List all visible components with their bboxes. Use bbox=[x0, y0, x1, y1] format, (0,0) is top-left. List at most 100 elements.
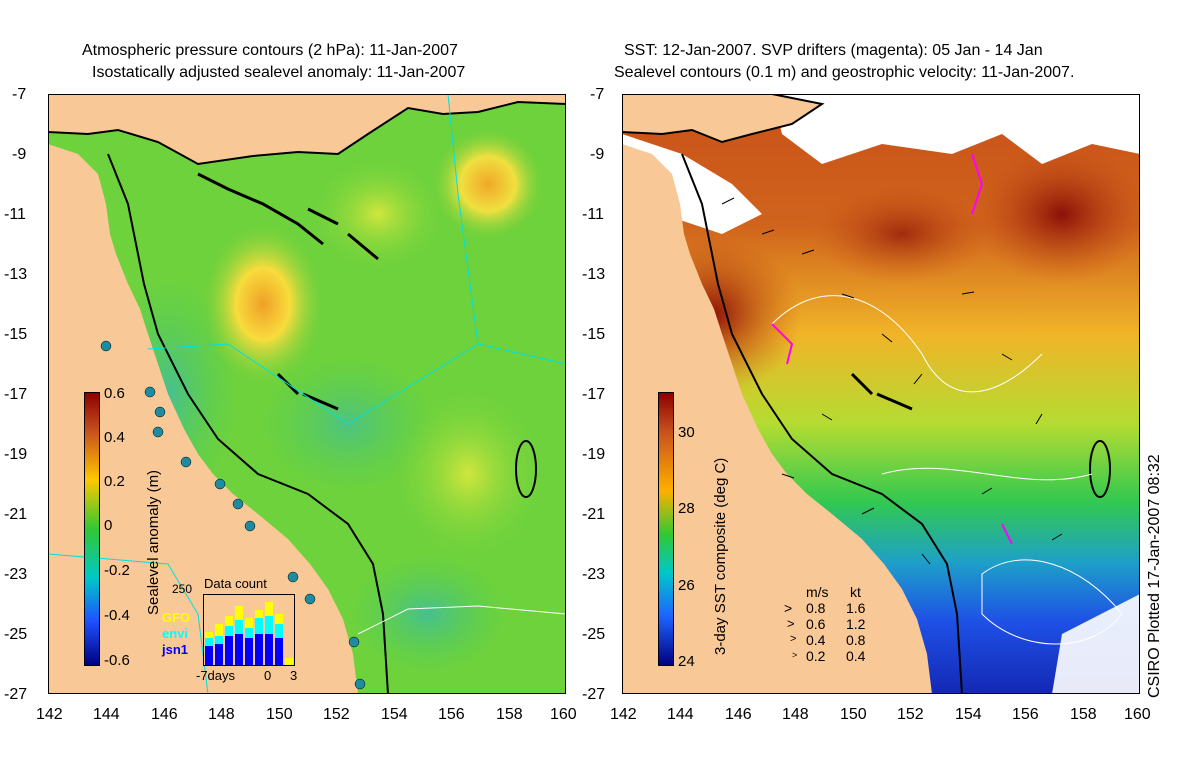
left-lon-tick-2: 146 bbox=[151, 706, 178, 723]
left-lon-tick-4: 150 bbox=[266, 706, 293, 723]
left-tide-gauge-8 bbox=[244, 520, 256, 532]
left-cbar-tick-3: 0 bbox=[104, 517, 113, 534]
bar-gfo-5 bbox=[245, 618, 253, 628]
velocity-arrow bbox=[961, 291, 975, 295]
right-cbar-tick-2: 26 bbox=[678, 577, 695, 594]
bar-gfo-7 bbox=[265, 602, 273, 616]
right-lat-tick-3: -13 bbox=[582, 266, 606, 283]
left-lat-tick-3: -13 bbox=[4, 266, 28, 283]
right-title-line2: Sealevel contours (0.1 m) and geostrophi… bbox=[614, 64, 1075, 81]
inset-title: Data count bbox=[204, 576, 267, 591]
left-lon-tick-5: 152 bbox=[323, 706, 350, 723]
right-no-data-north bbox=[772, 94, 1140, 164]
bar-jsn1-3 bbox=[225, 636, 233, 666]
left-anomaly-hot-2 bbox=[433, 129, 543, 239]
bar-jsn1-4 bbox=[235, 634, 243, 666]
velocity-legend-ms-2: 0.6 bbox=[806, 616, 826, 632]
right-sealevel-contour-3 bbox=[981, 559, 1123, 645]
right-lat-tick-7: -21 bbox=[582, 506, 606, 523]
left-cbar-tick-1: 0.4 bbox=[104, 429, 125, 446]
left-lon-tick-3: 148 bbox=[208, 706, 235, 723]
left-anomaly-hot-1 bbox=[203, 224, 323, 384]
left-colorbar-label: Sealevel anomaly (m) bbox=[145, 469, 162, 615]
left-anomaly-cool-3 bbox=[348, 554, 508, 674]
right-drifter-track-1 bbox=[771, 323, 794, 365]
left-title-line1: Atmospheric pressure contours (2 hPa): 1… bbox=[82, 42, 458, 59]
left-lat-tick-8: -23 bbox=[4, 566, 28, 583]
left-reef-contour bbox=[107, 153, 389, 694]
right-lon-tick-8: 158 bbox=[1070, 706, 1097, 723]
right-lon-tick-9: 160 bbox=[1124, 706, 1151, 723]
right-drifter-track-2 bbox=[971, 153, 984, 215]
right-lat-tick-5: -17 bbox=[582, 386, 606, 403]
left-tide-gauge-7 bbox=[232, 498, 244, 510]
velocity-arrow bbox=[1051, 533, 1063, 541]
velocity-arrow bbox=[761, 229, 775, 235]
velocity-legend-ms-3: 0.4 bbox=[806, 632, 826, 648]
velocity-legend-kt-4: 0.4 bbox=[846, 648, 866, 664]
bar-jsn1-6 bbox=[255, 634, 263, 666]
left-cbar-tick-0: 0.6 bbox=[104, 385, 125, 402]
velocity-legend-arrow-2: > bbox=[787, 616, 795, 631]
left-cbar-tick-2: 0.2 bbox=[104, 473, 125, 490]
right-lon-tick-2: 146 bbox=[725, 706, 752, 723]
inset-bars bbox=[205, 602, 293, 666]
right-lat-tick-2: -11 bbox=[582, 206, 604, 223]
left-title-line2: Isostatically adjusted sealevel anomaly:… bbox=[92, 64, 466, 81]
right-lat-tick-9: -25 bbox=[582, 626, 606, 643]
right-land-new-guinea bbox=[622, 94, 825, 144]
bar-envi-3 bbox=[225, 626, 233, 636]
left-cbar-tick-4: -0.2 bbox=[104, 562, 130, 579]
right-sealevel-contour-1 bbox=[771, 295, 1043, 393]
right-lat-tick-4: -15 bbox=[582, 326, 606, 343]
velocity-arrow bbox=[861, 507, 875, 515]
velocity-legend-header-kt: kt bbox=[850, 584, 861, 600]
velocity-legend-ms-4: 0.2 bbox=[806, 648, 826, 664]
bar-jsn1-7 bbox=[265, 634, 273, 666]
bar-gfo-6 bbox=[255, 610, 263, 618]
left-tide-gauge-12 bbox=[354, 678, 366, 690]
right-sealevel-contour-2 bbox=[881, 467, 1093, 481]
right-lon-tick-5: 152 bbox=[897, 706, 924, 723]
right-lat-tick-6: -19 bbox=[582, 446, 606, 463]
inset-legend-jsn1: jsn1 bbox=[162, 642, 189, 657]
left-cbar-tick-6: -0.6 bbox=[104, 652, 130, 669]
velocity-arrow bbox=[913, 373, 923, 385]
right-lon-tick-0: 142 bbox=[610, 706, 637, 723]
velocity-legend-header-ms: m/s bbox=[806, 584, 829, 600]
bar-envi-1 bbox=[205, 638, 213, 646]
left-land-australia bbox=[48, 144, 358, 694]
left-land-new-guinea bbox=[48, 94, 566, 166]
velocity-arrow bbox=[1035, 413, 1043, 425]
inset-x-label-end: 3 bbox=[290, 668, 298, 683]
left-lat-tick-1: -9 bbox=[12, 146, 27, 163]
left-tide-gauge-10 bbox=[304, 593, 316, 605]
left-pressure-contour-2 bbox=[147, 343, 566, 425]
right-sst-hot-2 bbox=[972, 144, 1140, 284]
right-island-new-caledonia bbox=[1089, 440, 1111, 498]
left-lat-tick-4: -15 bbox=[4, 326, 28, 343]
bar-gfo-3 bbox=[225, 616, 233, 626]
bar-jsn1-8 bbox=[275, 638, 283, 666]
left-lat-tick-7: -21 bbox=[4, 506, 28, 523]
left-tide-gauge-2 bbox=[144, 386, 156, 398]
credit-text: CSIRO Plotted 17-Jan-2007 08:32 bbox=[1146, 454, 1163, 698]
right-map bbox=[622, 94, 1140, 694]
left-cbar-tick-5: -0.4 bbox=[104, 607, 130, 624]
left-tide-gauge-11 bbox=[348, 636, 360, 648]
velocity-arrow bbox=[881, 333, 893, 343]
velocity-legend-kt-3: 0.8 bbox=[846, 632, 866, 648]
right-map-frame bbox=[622, 94, 1140, 694]
velocity-legend-ms-1: 0.8 bbox=[806, 600, 826, 616]
right-lon-tick-3: 148 bbox=[782, 706, 809, 723]
left-lat-tick-10: -27 bbox=[4, 686, 28, 703]
velocity-arrow bbox=[721, 197, 735, 205]
inset-x-label-start: -7days bbox=[196, 668, 236, 683]
left-lon-tick-6: 154 bbox=[381, 706, 408, 723]
bar-gfo-4 bbox=[235, 606, 243, 620]
bar-gfo-2 bbox=[215, 624, 223, 636]
right-title-line1: SST: 12-Jan-2007. SVP drifters (magenta)… bbox=[624, 42, 1043, 59]
right-sst-hot-3 bbox=[812, 184, 992, 284]
left-lon-tick-7: 156 bbox=[438, 706, 465, 723]
right-lon-tick-7: 156 bbox=[1012, 706, 1039, 723]
